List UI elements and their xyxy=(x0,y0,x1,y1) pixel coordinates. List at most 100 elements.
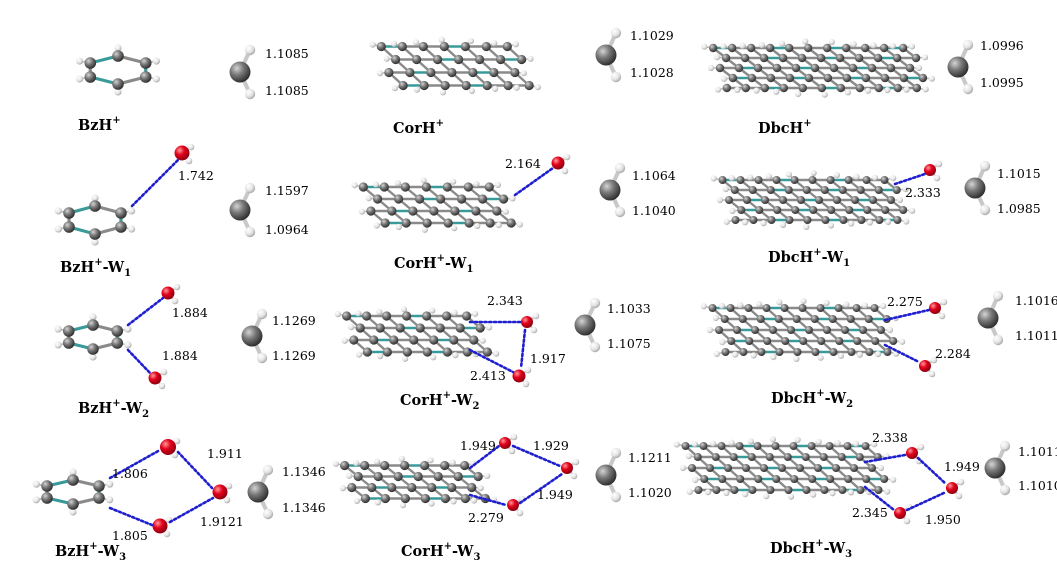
carbon-atom xyxy=(708,304,717,312)
carbon-atom xyxy=(382,311,392,321)
ch-bond-length: 1.0996 xyxy=(980,38,1024,53)
hydrogen-atom xyxy=(785,171,793,178)
carbon-atom xyxy=(401,218,411,228)
hydrogen-atom xyxy=(723,218,730,225)
hydrogen-atom xyxy=(369,41,376,48)
hydrogen-atom xyxy=(896,196,904,204)
carbon-atom xyxy=(420,460,430,471)
carbon-atom xyxy=(391,54,401,65)
carbon-atom xyxy=(426,67,436,78)
hydrogen-atom xyxy=(940,298,948,306)
carbon-atom xyxy=(722,83,732,93)
hydrogen-atom xyxy=(837,352,845,359)
label-suffix: -W xyxy=(121,400,143,417)
carbon-atom xyxy=(347,482,357,493)
carbon-atom xyxy=(803,43,813,53)
hydrogen-atom xyxy=(400,306,408,313)
hydrogen-atom xyxy=(244,88,256,100)
hydrogen-atom xyxy=(376,308,383,316)
hydrogen-atom xyxy=(185,157,193,165)
carbon-atom xyxy=(373,194,383,204)
hydrogen-atom xyxy=(428,500,435,507)
carbon-atom xyxy=(785,216,794,224)
hydrogen-atom xyxy=(909,207,916,214)
dbch-w3-ch2 xyxy=(984,440,1011,496)
carbon-atom xyxy=(380,493,390,504)
carbon-atom xyxy=(854,53,864,63)
carbon-atom xyxy=(358,182,368,192)
label-charge: + xyxy=(112,398,120,409)
hydrogen-atom xyxy=(89,353,97,361)
hydrogen-atom xyxy=(737,302,744,309)
carbon-atom xyxy=(856,186,865,194)
hydrogen-atom xyxy=(160,368,168,376)
carbon-atom xyxy=(700,475,709,483)
hbond-length: 2.345 xyxy=(852,505,888,520)
label-main: CorH xyxy=(394,255,437,272)
carbon-atom xyxy=(440,460,450,471)
hydrogen-bond xyxy=(893,172,927,186)
hydrogen-atom xyxy=(821,91,828,98)
hydrogen-atom xyxy=(884,86,891,94)
hydrogen-atom xyxy=(827,222,835,229)
hydrogen-atom xyxy=(355,310,362,317)
hbond-length: 2.279 xyxy=(468,510,504,525)
hydrogen-atom xyxy=(714,86,722,93)
carbon-atom xyxy=(783,453,792,461)
hydrogen-atom xyxy=(479,337,486,344)
carbon-atom xyxy=(419,80,429,91)
hydrogen-atom xyxy=(32,496,40,504)
hbond-length: 2.164 xyxy=(505,156,541,171)
hydrogen-atom xyxy=(787,493,795,500)
carbon-atom xyxy=(745,337,754,345)
carbon-atom xyxy=(693,453,702,461)
label-charge: + xyxy=(443,390,451,401)
carbon-atom xyxy=(362,311,372,321)
ch-bond-length: 1.1033 xyxy=(607,301,651,316)
carbon-atom xyxy=(867,63,877,73)
carbon-atom xyxy=(844,475,853,483)
label-water-count: 1 xyxy=(124,268,131,279)
carbon-atom xyxy=(855,453,864,461)
carbon-atom xyxy=(115,207,127,219)
carbon-atom xyxy=(728,73,738,83)
hydrogen-bond xyxy=(863,485,896,512)
oxygen-atom xyxy=(906,447,918,459)
carbon-atom xyxy=(861,73,871,83)
hydrogen-atom xyxy=(720,75,728,82)
carbon-atom xyxy=(851,196,859,204)
hydrogen-atom xyxy=(532,312,540,320)
hydrogen-atom xyxy=(778,40,786,47)
carbon-atom xyxy=(781,337,790,345)
hydrogen-atom xyxy=(763,493,770,500)
hydrogen-atom xyxy=(707,64,715,72)
carbon-atom xyxy=(879,43,889,53)
carbon-atom xyxy=(376,41,386,52)
carbon-atom xyxy=(767,216,776,224)
carbon-atom xyxy=(63,221,75,233)
ch-bond-length: 1.1016 xyxy=(1015,293,1057,308)
label-water-count: 3 xyxy=(473,552,480,560)
hydrogen-bond xyxy=(468,348,515,374)
carbon-atom xyxy=(862,475,871,483)
hydrogen-atom xyxy=(802,38,809,45)
carbon-atom xyxy=(699,442,708,450)
ch-bond-length: 1.1064 xyxy=(632,168,676,183)
hydrogen-atom xyxy=(880,302,887,310)
hydrogen-atom xyxy=(421,226,428,233)
label-water-count: 2 xyxy=(142,409,149,420)
carbon-atom xyxy=(730,486,739,494)
hydrogen-atom xyxy=(524,366,532,374)
carbon-atom xyxy=(730,186,739,194)
hydrogen-atom xyxy=(473,180,480,187)
hydrogen-atom xyxy=(534,84,542,91)
hydrogen-atom xyxy=(779,221,787,228)
carbon-atom xyxy=(772,176,781,184)
carbon-atom xyxy=(87,343,99,355)
hydrogen-atom xyxy=(513,84,520,91)
hydrogen-atom xyxy=(474,222,481,230)
hbond-length: 1.806 xyxy=(112,466,148,481)
carbon-atom xyxy=(708,43,718,53)
carbon-atom xyxy=(461,80,471,91)
hydrogen-atom xyxy=(373,222,380,229)
